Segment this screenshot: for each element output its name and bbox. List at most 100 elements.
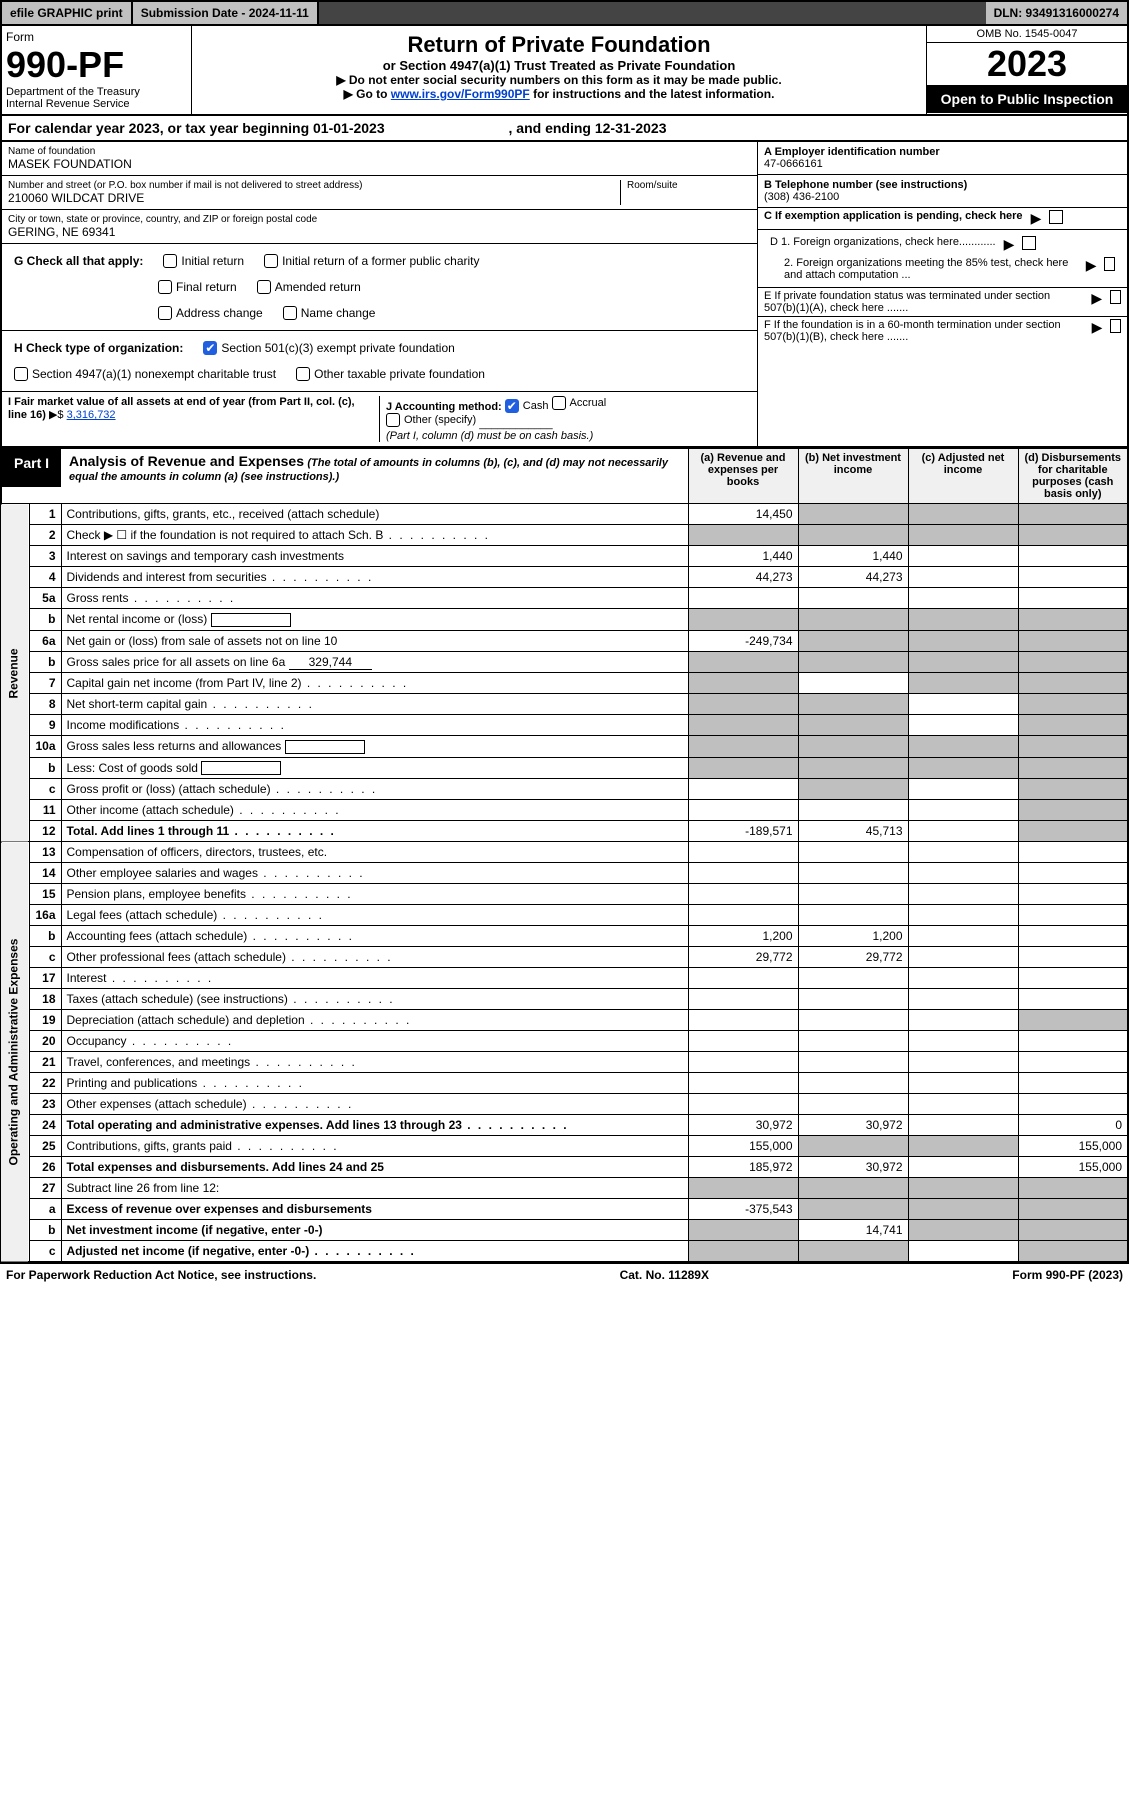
form-note-link: ▶ Go to www.irs.gov/Form990PF for instru… xyxy=(198,87,920,101)
table-row: 16aLegal fees (attach schedule) xyxy=(1,905,1128,926)
line-desc: Excess of revenue over expenses and disb… xyxy=(61,1199,688,1220)
d2-checkbox[interactable] xyxy=(1104,257,1115,271)
cell-value xyxy=(798,609,908,631)
line-desc: Net rental income or (loss) xyxy=(61,609,688,631)
submission-date: Submission Date - 2024-11-11 xyxy=(133,2,319,24)
cell-value xyxy=(688,905,798,926)
line-number: 17 xyxy=(29,968,61,989)
cell-value xyxy=(798,588,908,609)
e-checkbox[interactable] xyxy=(1110,290,1121,304)
line-number: 4 xyxy=(29,567,61,588)
cell-value xyxy=(798,779,908,800)
g-initial-former[interactable]: Initial return of a former public charit… xyxy=(264,254,479,268)
form-label: Form xyxy=(6,30,187,44)
j-cash[interactable]: ✔Cash xyxy=(505,399,549,413)
cell-value xyxy=(908,1073,1018,1094)
cell-value xyxy=(908,1241,1018,1263)
cell-value xyxy=(798,842,908,863)
cell-value xyxy=(1018,947,1128,968)
line-number: 8 xyxy=(29,693,61,714)
cell-value xyxy=(1018,905,1128,926)
cell-value xyxy=(908,1178,1018,1199)
section-f: F If the foundation is in a 60-month ter… xyxy=(758,317,1127,345)
h-501c3[interactable]: ✔Section 501(c)(3) exempt private founda… xyxy=(203,341,454,355)
cell-value xyxy=(1018,588,1128,609)
part1-table: Part I Analysis of Revenue and Expenses … xyxy=(0,448,1129,1263)
cell-value xyxy=(908,821,1018,842)
cell-value xyxy=(908,779,1018,800)
cell-value xyxy=(798,735,908,757)
cell-value xyxy=(908,504,1018,525)
cell-value: -249,734 xyxy=(688,630,798,651)
cell-value xyxy=(688,672,798,693)
h-other-taxable[interactable]: Other taxable private foundation xyxy=(296,367,485,381)
table-row: 26Total expenses and disbursements. Add … xyxy=(1,1157,1128,1178)
line-desc: Interest on savings and temporary cash i… xyxy=(61,546,688,567)
cell-value xyxy=(908,800,1018,821)
cell-value xyxy=(908,989,1018,1010)
g-name-change[interactable]: Name change xyxy=(283,306,376,320)
cell-value xyxy=(1018,714,1128,735)
line-number: 10a xyxy=(29,735,61,757)
g-final-return[interactable]: Final return xyxy=(158,280,237,294)
table-row: 27Subtract line 26 from line 12: xyxy=(1,1178,1128,1199)
j-accrual[interactable]: Accrual xyxy=(552,396,607,410)
line-desc: Accounting fees (attach schedule) xyxy=(61,926,688,947)
cell-value xyxy=(1018,1220,1128,1241)
part1-title: Analysis of Revenue and Expenses (The to… xyxy=(61,449,687,487)
line-number: 18 xyxy=(29,989,61,1010)
cell-value: 155,000 xyxy=(688,1136,798,1157)
section-i-j: I Fair market value of all assets at end… xyxy=(2,392,757,446)
cell-value xyxy=(908,735,1018,757)
g-address-change[interactable]: Address change xyxy=(158,306,263,320)
cell-value xyxy=(1018,609,1128,631)
h-4947[interactable]: Section 4947(a)(1) nonexempt charitable … xyxy=(14,367,276,381)
line-number: 25 xyxy=(29,1136,61,1157)
line-number: 1 xyxy=(29,504,61,525)
cell-value: 30,972 xyxy=(688,1115,798,1136)
line-number: 2 xyxy=(29,525,61,546)
cell-value: 1,200 xyxy=(798,926,908,947)
cell-value: 14,741 xyxy=(798,1220,908,1241)
line-desc: Adjusted net income (if negative, enter … xyxy=(61,1241,688,1263)
cell-value: 1,200 xyxy=(688,926,798,947)
fmv-link[interactable]: 3,316,732 xyxy=(67,409,116,421)
cell-value xyxy=(798,504,908,525)
line-desc: Taxes (attach schedule) (see instruction… xyxy=(61,989,688,1010)
table-row: 19Depreciation (attach schedule) and dep… xyxy=(1,1010,1128,1031)
table-row: 12Total. Add lines 1 through 11-189,5714… xyxy=(1,821,1128,842)
line-number: b xyxy=(29,651,61,672)
cell-value xyxy=(798,1031,908,1052)
cell-value xyxy=(1018,1199,1128,1220)
line-desc: Other income (attach schedule) xyxy=(61,800,688,821)
line-desc: Total. Add lines 1 through 11 xyxy=(61,821,688,842)
cell-value xyxy=(1018,1031,1128,1052)
entity-info: Name of foundation MASEK FOUNDATION Numb… xyxy=(0,142,1129,448)
line-desc: Dividends and interest from securities xyxy=(61,567,688,588)
table-row: 20Occupancy xyxy=(1,1031,1128,1052)
cell-value xyxy=(798,884,908,905)
cell-value xyxy=(688,1241,798,1263)
line-number: 13 xyxy=(29,842,61,863)
irs-link[interactable]: www.irs.gov/Form990PF xyxy=(391,87,530,101)
c-checkbox[interactable] xyxy=(1049,210,1063,224)
f-checkbox[interactable] xyxy=(1110,319,1121,333)
table-row: 18Taxes (attach schedule) (see instructi… xyxy=(1,989,1128,1010)
cell-value xyxy=(688,884,798,905)
g-initial-return[interactable]: Initial return xyxy=(163,254,244,268)
line-number: 15 xyxy=(29,884,61,905)
cell-value xyxy=(908,1031,1018,1052)
g-amended-return[interactable]: Amended return xyxy=(257,280,361,294)
line-number: 27 xyxy=(29,1178,61,1199)
line-desc: Total expenses and disbursements. Add li… xyxy=(61,1157,688,1178)
cell-value xyxy=(798,1241,908,1263)
cell-value xyxy=(1018,546,1128,567)
d1-checkbox[interactable] xyxy=(1022,236,1036,250)
table-row: 2Check ▶ ☐ if the foundation is not requ… xyxy=(1,525,1128,546)
col-a-header: (a) Revenue and expenses per books xyxy=(688,449,798,504)
table-row: 5aGross rents xyxy=(1,588,1128,609)
entity-right: A Employer identification number 47-0666… xyxy=(757,142,1127,446)
cell-value xyxy=(908,905,1018,926)
j-other[interactable]: Other (specify) xyxy=(386,413,476,427)
line-desc: Contributions, gifts, grants paid xyxy=(61,1136,688,1157)
